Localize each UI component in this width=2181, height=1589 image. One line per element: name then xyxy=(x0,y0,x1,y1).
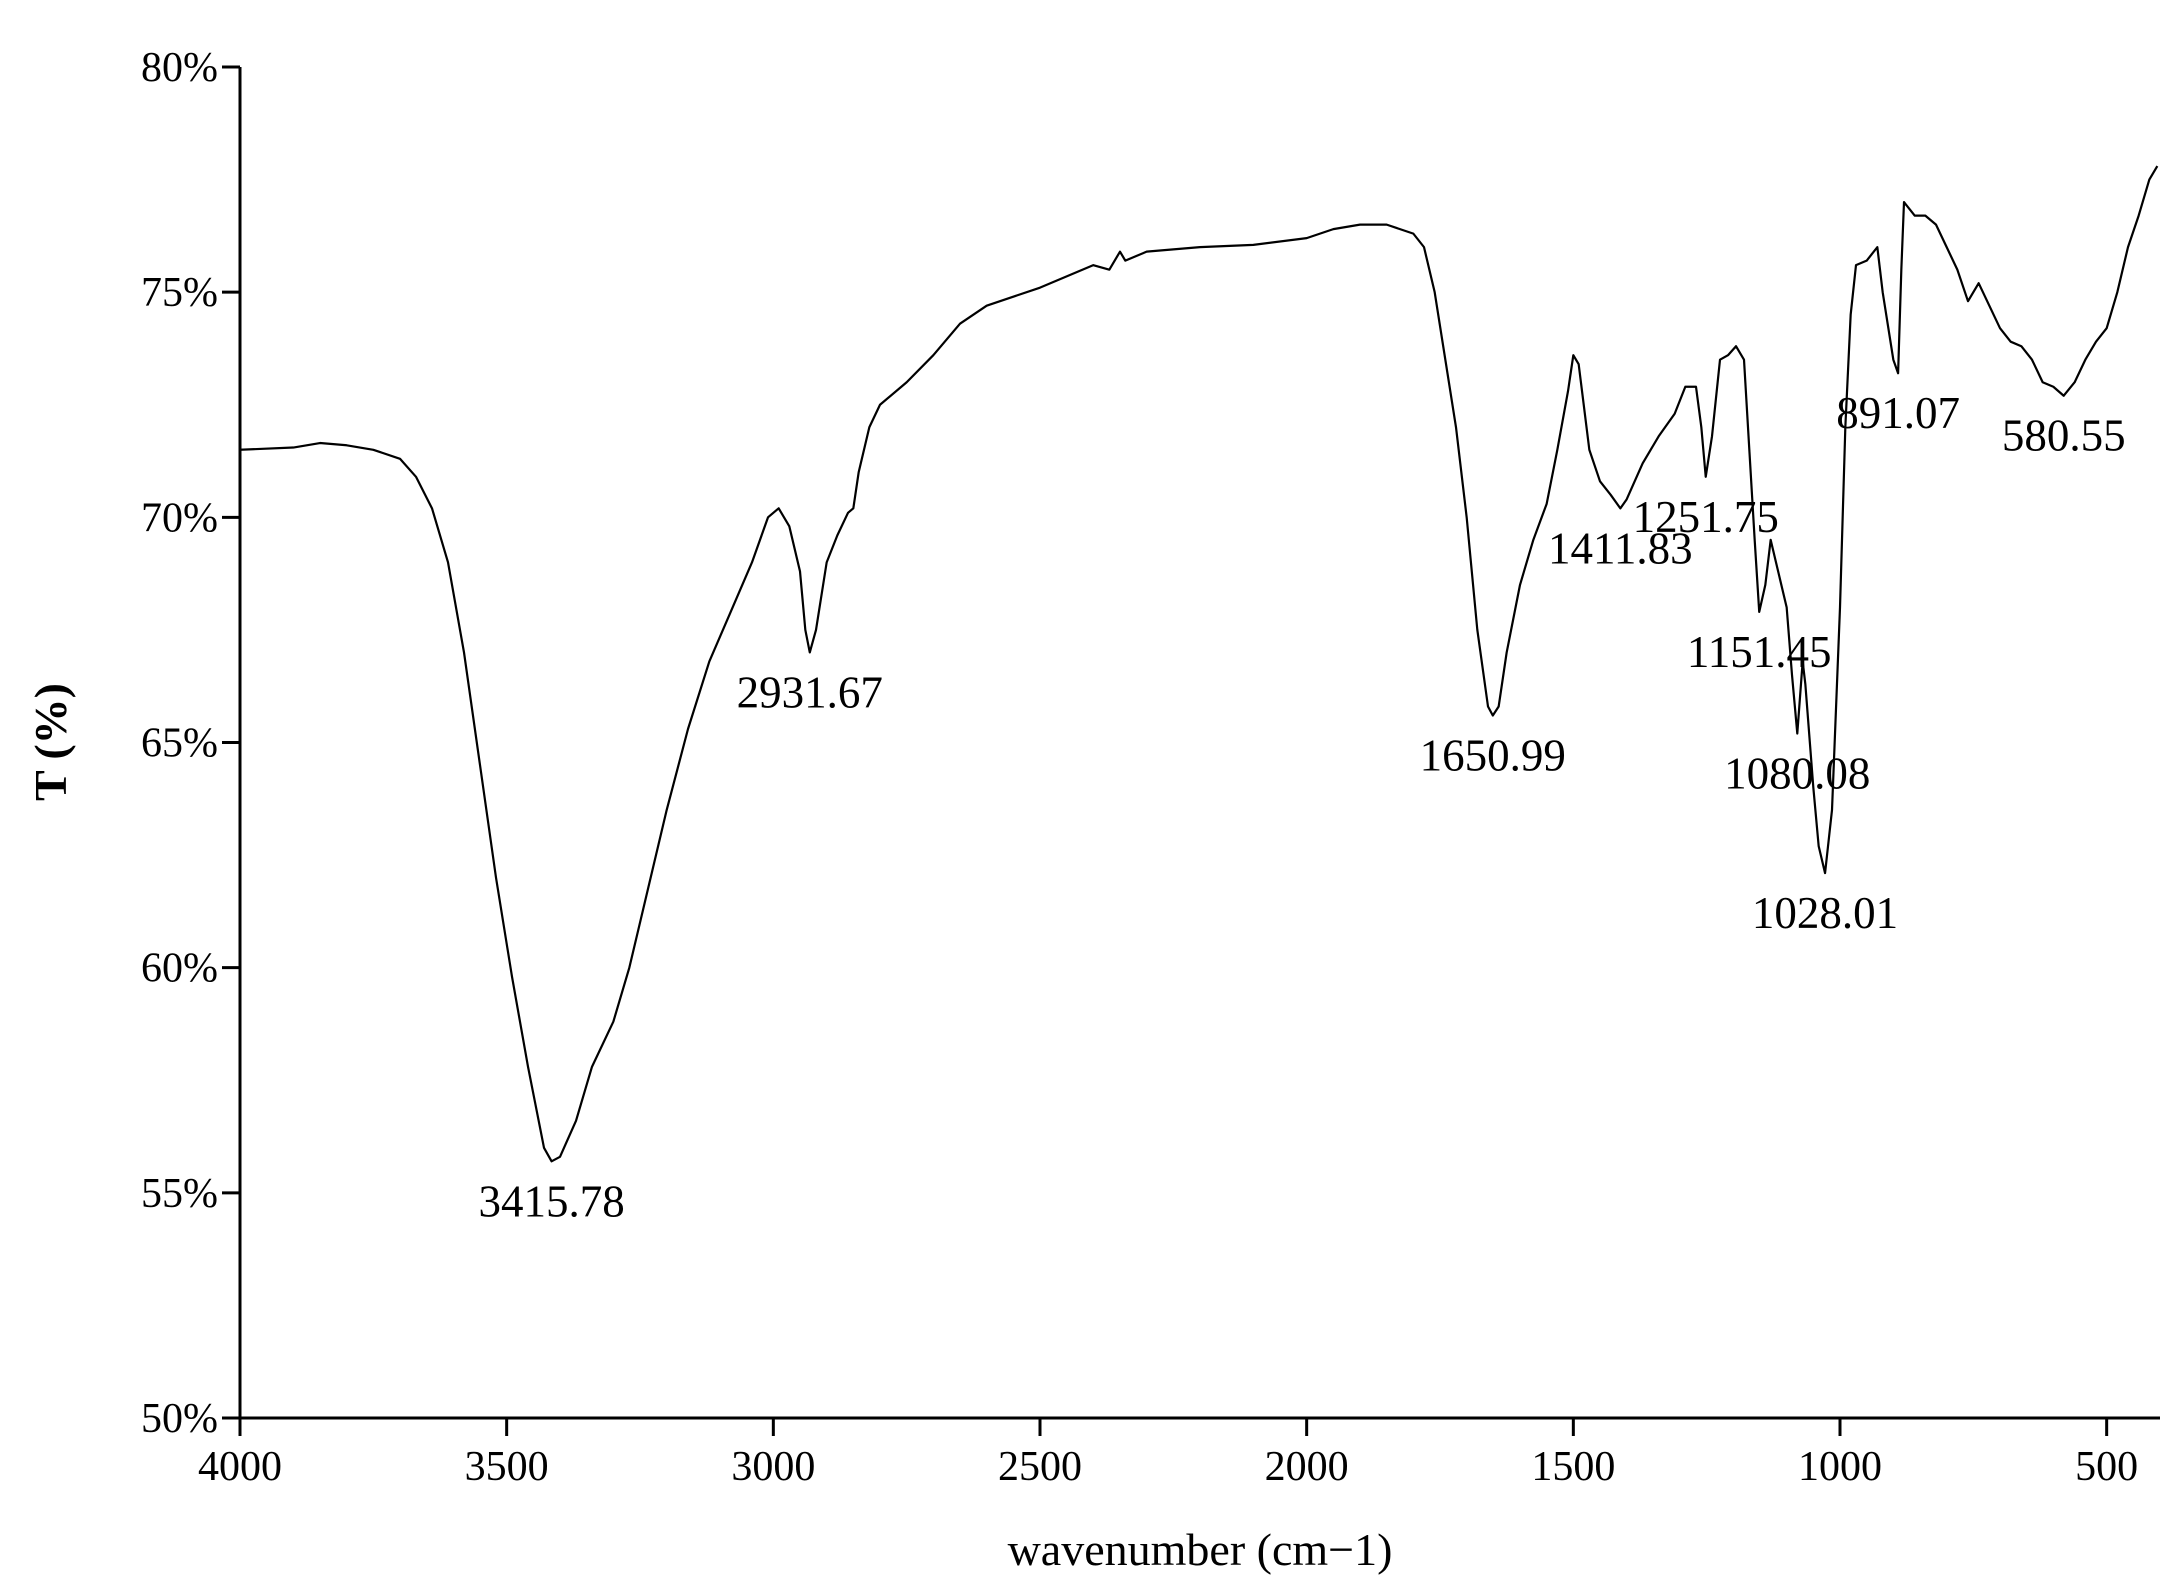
peak-label: 1080.08 xyxy=(1724,748,1870,798)
peak-label: 2931.67 xyxy=(737,667,883,717)
x-tick-label: 500 xyxy=(2075,1444,2138,1490)
y-tick-label: 70% xyxy=(141,495,218,541)
x-tick-label: 4000 xyxy=(198,1444,282,1490)
peak-label: 1650.99 xyxy=(1420,730,1566,780)
y-tick-label: 50% xyxy=(141,1396,218,1442)
y-tick-label: 80% xyxy=(141,45,218,91)
x-tick-label: 1500 xyxy=(1531,1444,1615,1490)
y-tick-label: 75% xyxy=(141,270,218,316)
x-tick-label: 3500 xyxy=(465,1444,549,1490)
peak-label: 3415.78 xyxy=(478,1176,624,1226)
peak-label: 1251.75 xyxy=(1633,492,1779,542)
peak-label: 1028.01 xyxy=(1752,888,1898,938)
peak-label: 1411.83 xyxy=(1548,523,1693,573)
x-axis-title: wavenumber (cm−1) xyxy=(1008,1524,1393,1575)
peak-label: 891.07 xyxy=(1836,388,1960,438)
y-tick-label: 60% xyxy=(141,946,218,992)
peak-label: 580.55 xyxy=(2002,411,2126,461)
y-axis-title: T (%) xyxy=(25,683,76,801)
y-tick-label: 55% xyxy=(141,1171,218,1217)
x-tick-label: 2000 xyxy=(1265,1444,1349,1490)
peak-label: 1151.45 xyxy=(1687,627,1832,677)
spectrum-line xyxy=(239,165,2159,1163)
x-tick-label: 3000 xyxy=(731,1444,815,1490)
x-tick-label: 2500 xyxy=(998,1444,1082,1490)
x-tick-label: 1000 xyxy=(1798,1444,1882,1490)
y-tick-label: 65% xyxy=(141,721,218,767)
